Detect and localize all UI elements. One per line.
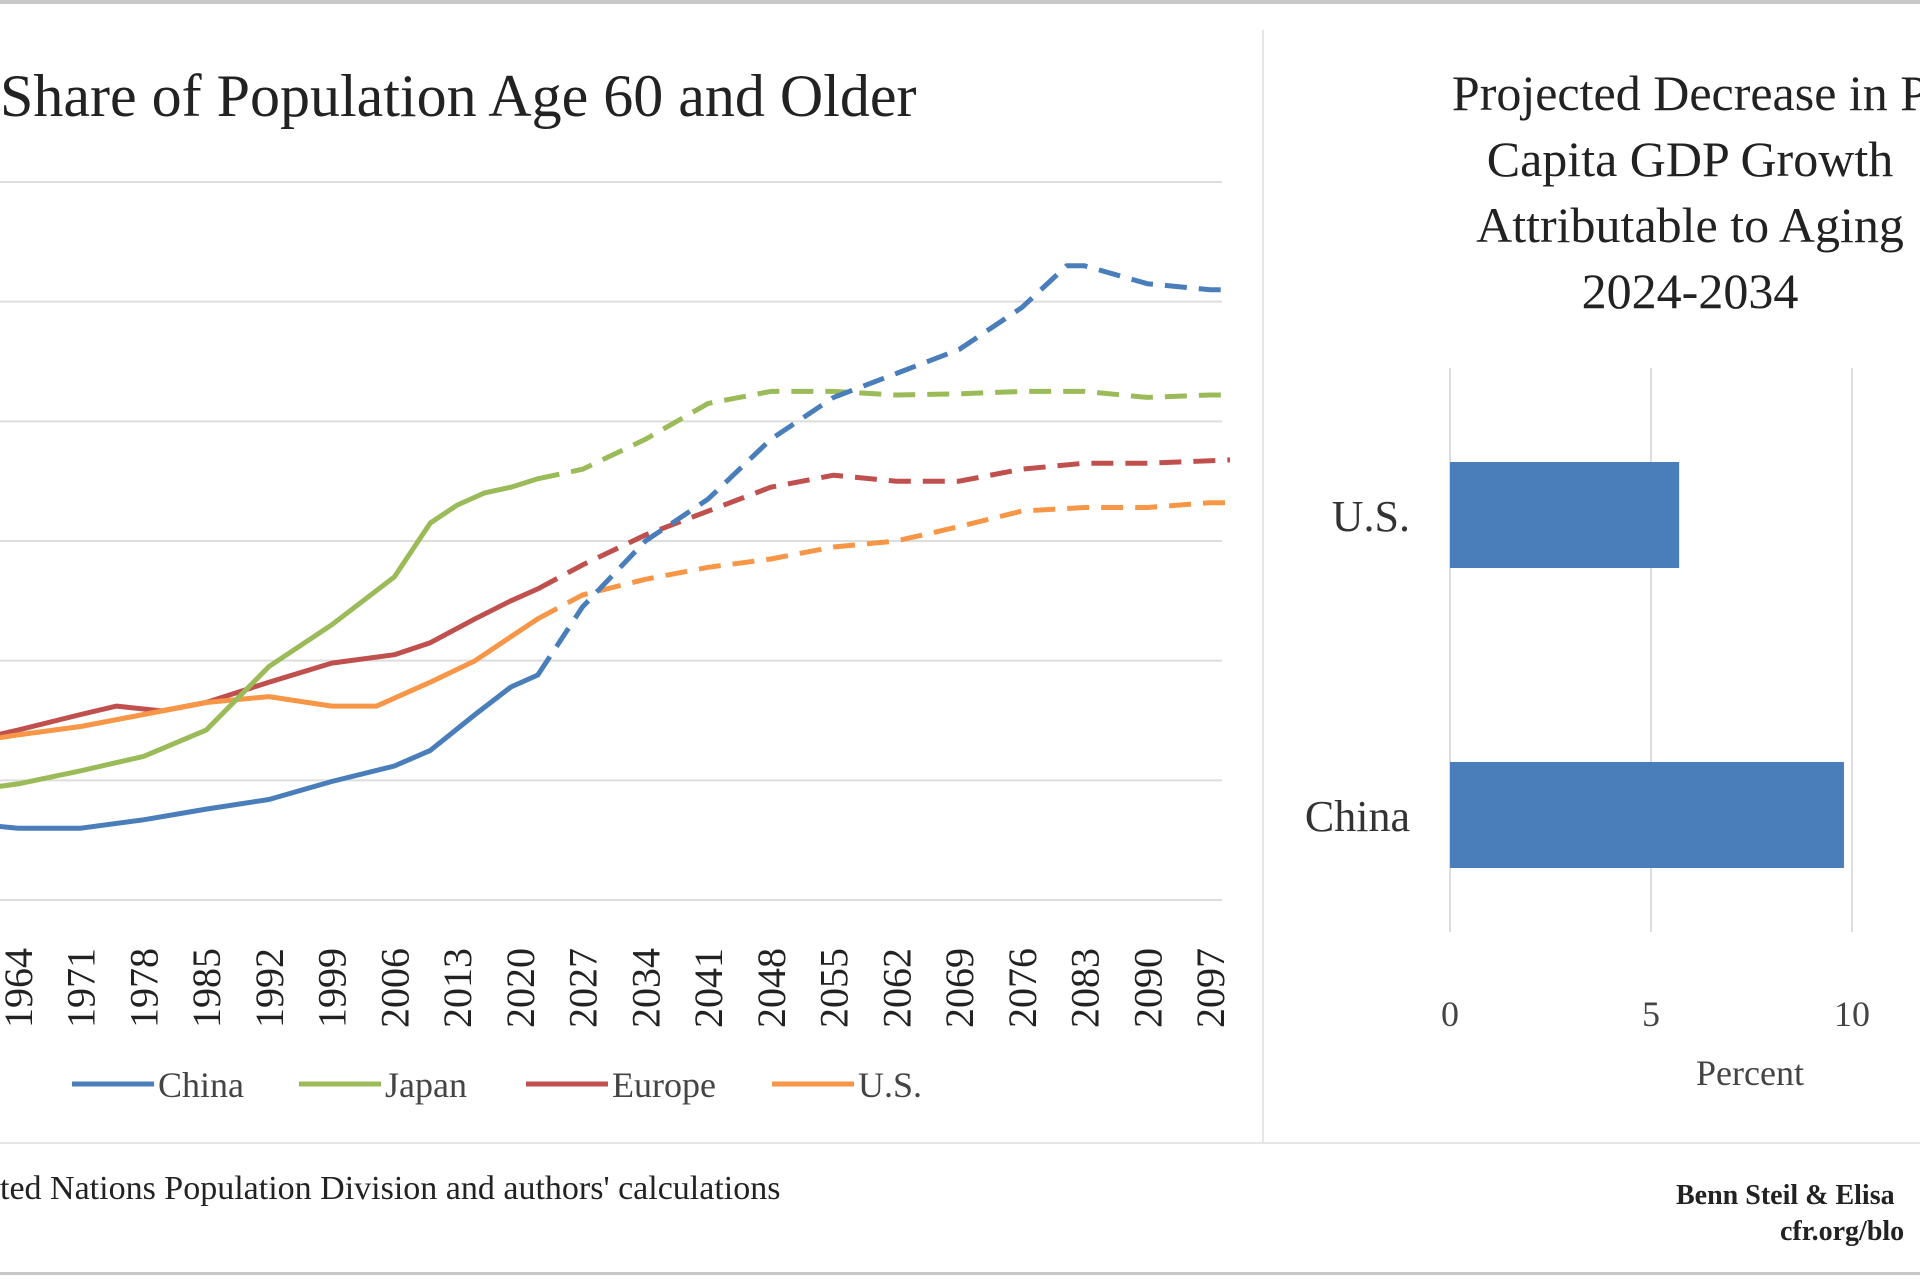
x-tick-label: 2048 [749,948,794,1028]
category-label: U.S. [1332,492,1410,541]
x-tick-label: 0 [1441,994,1459,1034]
bar-chart-title-line-3: Attributable to Aging [1476,197,1904,253]
x-tick-label: 2062 [874,948,919,1028]
series-line-japan-projected [537,388,1230,482]
x-tick-label: 2069 [937,948,982,1028]
x-tick-label: 1964 [0,948,41,1028]
line-chart-panel [0,30,1264,1142]
legend-label: China [158,1065,244,1105]
series-line-europe-actual [0,586,541,737]
bar-chart-title-line-2: Capita GDP Growth [1486,131,1894,187]
series-line-china-actual [0,672,541,831]
legend-label: Japan [385,1065,467,1105]
footer-divider [0,1142,1920,1144]
bar-chart-title-line-1: Projected Decrease in P [1451,65,1920,121]
x-tick-label: 10 [1834,994,1870,1034]
series-line-china-projected [535,263,1230,677]
legend-label: U.S. [858,1065,922,1105]
series-line-us-actual [0,616,541,741]
credit-authors: Benn Steil & Elisa [1676,1180,1895,1211]
source-note: ted Nations Population Division and auth… [0,1170,781,1207]
x-tick-label: 2055 [812,948,857,1028]
bar-us [1450,462,1680,568]
x-tick-label: 2006 [372,948,417,1028]
x-tick-label: 1985 [184,948,229,1028]
top-border [0,0,1920,4]
x-tick-label: 2076 [1000,948,1045,1028]
line-chart: 1964 1971 1978 1985 1992 1999 2006 2013 2020 2027… [0,181,1230,1105]
line-chart-title: Share of Population Age 60 and Older [0,63,917,129]
x-tick-label: 2027 [561,948,606,1028]
bottom-border [0,1272,1920,1275]
bar-chart: U.S. China 0 5 10 Percent [1305,368,1870,1093]
series-line-japan-actual [0,476,541,789]
x-tick-label: 1999 [310,948,355,1028]
series-line-us-projected [536,500,1230,622]
x-tick-label: 2020 [498,948,543,1028]
credit-url: cfr.org/blo [1780,1216,1905,1247]
category-label: China [1305,792,1410,841]
x-tick-label: 2034 [623,948,668,1028]
x-tick-label: 2090 [1125,948,1170,1028]
x-tick-label: 5 [1642,994,1660,1034]
x-tick-label: 2097 [1188,948,1230,1028]
x-tick-label: 1971 [59,948,104,1028]
x-tick-label: 1978 [121,948,166,1028]
series-line-europe-projected [536,457,1230,592]
x-axis-label: Percent [1696,1053,1804,1093]
x-tick-label: 2041 [686,948,731,1028]
bar-chart-title-line-4: 2024-2034 [1581,263,1799,319]
bar-chart-title: Projected Decrease in P Capita GDP Growt… [1360,60,1920,324]
x-tick-label: 1992 [247,948,292,1028]
legend-label: Europe [612,1065,716,1105]
x-tick-label: 2013 [435,948,480,1028]
bar-china [1450,762,1844,868]
x-tick-label: 2083 [1063,948,1108,1028]
